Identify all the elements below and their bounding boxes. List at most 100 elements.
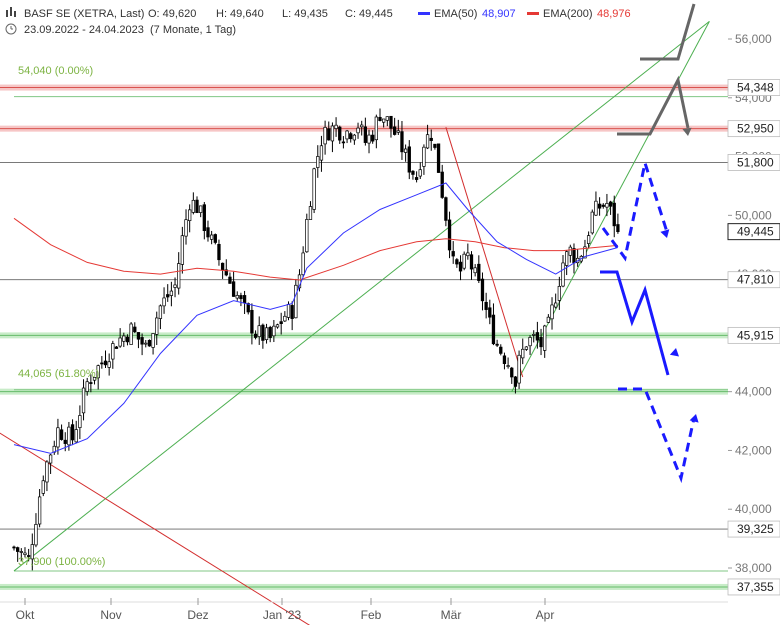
close-value: C: 49,445 <box>345 8 393 20</box>
candle-up <box>396 130 400 133</box>
candle-up <box>301 252 305 276</box>
candle-up <box>382 118 386 123</box>
candle-up <box>418 169 422 177</box>
candle-down <box>114 346 119 349</box>
candle-down <box>411 170 415 175</box>
projection-arrow-head <box>669 348 679 357</box>
level-label: 51,800 <box>737 155 774 169</box>
candle-up <box>56 427 60 448</box>
ema50-label: EMA(50) <box>434 8 477 20</box>
candle-down <box>378 116 382 121</box>
candle-up <box>554 302 558 308</box>
projection-arrow-head <box>689 414 699 423</box>
candle-up <box>85 381 89 392</box>
candle-up <box>605 203 609 208</box>
candle-up <box>294 284 298 319</box>
projection-arrow-head <box>660 229 670 238</box>
candle-down <box>166 294 170 298</box>
candle-up <box>107 361 111 368</box>
candle-down <box>63 439 67 444</box>
candle-down <box>484 301 488 310</box>
ema200-swatch <box>527 12 539 15</box>
candle-up <box>356 127 360 134</box>
candle-up <box>257 325 261 337</box>
candle-down <box>290 305 294 319</box>
candle-down <box>480 278 485 302</box>
candle-down <box>100 362 104 365</box>
time-axis: Okt Nov Dez Jan '23 Feb Mär Apr <box>0 598 728 622</box>
x-tick-label: Dez <box>187 608 208 622</box>
candle-down <box>612 202 616 227</box>
candle-down <box>202 204 206 232</box>
candle-up <box>96 365 100 379</box>
candle-up <box>191 199 195 213</box>
candle-down <box>597 203 602 209</box>
candle-up <box>275 324 280 328</box>
candle-down <box>616 224 620 232</box>
candle-down <box>59 429 64 440</box>
candle-down <box>133 326 137 333</box>
candle-down <box>601 204 605 207</box>
candle-down <box>389 115 393 129</box>
candle-up <box>118 337 122 347</box>
trendline-resistance <box>0 432 311 625</box>
candle-up <box>550 304 554 320</box>
candle-up <box>180 235 185 265</box>
candle-down <box>70 424 75 441</box>
candle-down <box>502 355 507 364</box>
candlestick-icon <box>6 7 16 17</box>
candle-up <box>425 134 430 149</box>
candle-down <box>147 339 152 347</box>
candle-up <box>308 206 313 220</box>
candle-up <box>334 124 338 129</box>
candle-up <box>122 335 126 342</box>
candle-down <box>392 126 397 135</box>
level-label-box <box>727 120 780 138</box>
candle-down <box>414 177 419 180</box>
candle-down <box>89 382 93 384</box>
level-label: 54,348 <box>737 81 774 95</box>
candle-up <box>385 116 389 121</box>
y-tick-label: 50,000 <box>735 208 772 222</box>
candles-layer <box>12 108 620 571</box>
x-tick-label: Apr <box>536 608 555 622</box>
ema200-value: 48,976 <box>597 8 631 20</box>
symbol-title: BASF SE (XETRA, Last) <box>24 8 144 20</box>
candle-down <box>206 227 210 238</box>
y-tick-label: 56,000 <box>735 32 772 46</box>
candle-down <box>239 295 243 300</box>
candle-up <box>374 116 378 141</box>
candle-down <box>268 326 272 338</box>
candle-down <box>224 269 228 276</box>
candle-up <box>37 496 42 525</box>
candle-up <box>92 377 97 381</box>
candle-up <box>422 146 426 167</box>
candle-up <box>565 251 569 266</box>
candle-up <box>30 544 34 560</box>
trendline-support <box>13 20 710 572</box>
low-value: L: 49,435 <box>282 8 328 20</box>
candle-down <box>338 126 342 141</box>
candle-up <box>286 303 291 318</box>
projection-dashed-up <box>601 157 669 262</box>
date-range: 23.09.2022 - 24.04.2023 <box>24 24 144 36</box>
candle-down <box>444 197 448 221</box>
candle-up <box>312 168 316 210</box>
x-tick-label: Okt <box>16 608 35 622</box>
candle-up <box>34 524 38 546</box>
candle-up <box>155 317 159 335</box>
candle-down <box>136 332 141 340</box>
level-label-box <box>727 271 780 289</box>
candle-down <box>26 555 31 557</box>
candle-up <box>74 429 78 443</box>
candle-down <box>495 343 499 346</box>
candle-up <box>199 205 203 213</box>
candle-down <box>535 332 540 341</box>
level-label: 47,810 <box>737 273 774 287</box>
projection-dashed-down <box>618 387 696 484</box>
candle-up <box>169 290 174 296</box>
level-label: 45,915 <box>737 328 774 342</box>
candle-up <box>462 253 466 269</box>
